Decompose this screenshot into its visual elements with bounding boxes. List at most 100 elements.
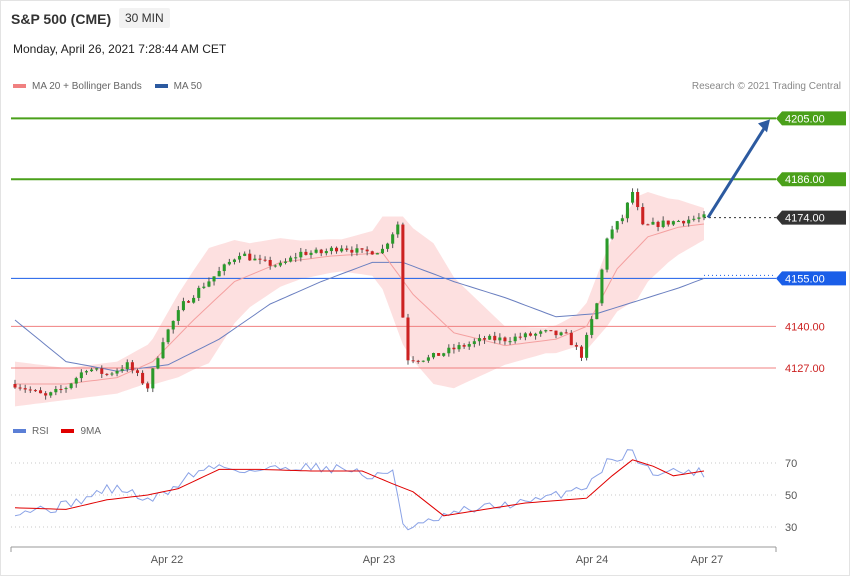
ma20-line <box>15 223 705 385</box>
forecast-arrow <box>706 124 768 219</box>
candle-body <box>437 353 441 356</box>
candle-body <box>181 301 185 311</box>
candle-body <box>156 358 160 369</box>
legend-item-9ma[interactable]: 9MA <box>61 426 101 437</box>
candle-body <box>120 369 124 371</box>
candle-body <box>44 393 48 396</box>
candle-body <box>304 251 308 255</box>
candle-body <box>258 258 262 260</box>
candle-body <box>355 248 359 253</box>
candle-body <box>416 360 420 362</box>
candle-body <box>314 249 318 253</box>
legend-item-ma20[interactable]: MA 20 + Bollinger Bands <box>13 81 142 92</box>
candle-body <box>166 329 170 343</box>
legend-label-9ma: 9MA <box>80 426 102 437</box>
candle-body <box>462 345 466 347</box>
candle-body <box>702 214 706 218</box>
candle-body <box>125 362 129 370</box>
candle-body <box>656 221 660 227</box>
candle-body <box>697 217 701 219</box>
candle-body <box>401 224 405 318</box>
candle-body <box>90 369 94 372</box>
candle-body <box>692 218 696 220</box>
forecast-arrowhead <box>758 119 770 133</box>
candle-body <box>283 261 288 263</box>
candle-body <box>69 383 73 389</box>
candle-body <box>590 319 594 335</box>
candle-body <box>232 259 236 262</box>
candle-body <box>513 336 517 342</box>
level-tag-1 <box>776 172 846 187</box>
candle-body <box>273 265 277 267</box>
candle-body <box>176 310 180 321</box>
x-tick-label: Apr 23 <box>363 554 395 566</box>
candle-body <box>212 276 216 282</box>
candle-body <box>661 220 665 227</box>
x-tick-label: Apr 22 <box>151 554 183 566</box>
legend-swatch-9ma <box>61 429 75 434</box>
level-tag-0 <box>776 111 846 126</box>
legend-label-ma50: MA 50 <box>173 81 202 92</box>
datetime-label: Monday, April 26, 2021 7:28:44 AM CET <box>13 42 227 56</box>
candle-body <box>636 191 640 208</box>
candle-body <box>539 331 543 334</box>
candle-body <box>13 384 17 388</box>
candle-body <box>59 389 63 391</box>
candle-body <box>559 332 563 336</box>
candle-body <box>493 335 497 341</box>
candle-body <box>442 353 446 356</box>
credit-text: Research © 2021 Trading Central <box>691 81 841 92</box>
candle-body <box>615 221 619 230</box>
legend-item-rsi[interactable]: RSI <box>13 426 49 437</box>
candle-body <box>350 249 354 253</box>
level-label-1: 4186.00 <box>785 174 825 186</box>
rsi-tick-30: 30 <box>785 522 797 534</box>
candle-body <box>268 260 272 266</box>
candle-body <box>243 253 247 256</box>
candle-body <box>682 220 686 224</box>
candle-body <box>554 330 558 336</box>
level-label-5: 4127.00 <box>785 363 825 375</box>
candle-body <box>528 333 533 336</box>
rsi-tick-70: 70 <box>785 458 797 470</box>
candle-body <box>605 238 609 270</box>
x-tick-label: Apr 24 <box>576 554 608 566</box>
candle-body <box>365 249 369 252</box>
candle-body <box>110 373 114 375</box>
candle-body <box>600 269 604 304</box>
candle-body <box>18 387 22 389</box>
legend-swatch-ma50 <box>154 84 168 89</box>
candle-body <box>457 345 461 350</box>
candle-body <box>130 362 134 371</box>
candle-body <box>498 337 502 341</box>
candle-body <box>186 301 191 303</box>
candle-body <box>146 383 150 389</box>
candle-body <box>299 251 303 258</box>
candle-body <box>375 253 379 255</box>
candle-body <box>319 249 323 254</box>
candle-body <box>248 253 252 261</box>
candle-body <box>207 281 211 287</box>
candle-body <box>263 259 267 261</box>
timeframe-button[interactable]: 30 MIN <box>119 8 170 28</box>
candle-body <box>64 388 68 390</box>
candle-body <box>171 320 175 330</box>
candle-body <box>411 360 415 362</box>
candle-body <box>671 221 675 225</box>
candle-body <box>23 388 27 390</box>
candle-body <box>324 251 328 254</box>
candle-body <box>631 191 635 203</box>
candle-body <box>141 372 145 384</box>
candle-body <box>105 373 109 375</box>
level-label-0: 4205.00 <box>785 113 825 125</box>
candle-body <box>335 247 339 252</box>
candle-body <box>646 224 650 226</box>
legend-label-ma20: MA 20 + Bollinger Bands <box>32 81 142 92</box>
candle-body <box>135 370 140 373</box>
candle-body <box>406 317 410 361</box>
bollinger-band <box>15 192 704 407</box>
legend-item-ma50[interactable]: MA 50 <box>154 81 202 92</box>
candle-body <box>518 336 522 338</box>
rsi-tick-50: 50 <box>785 490 797 502</box>
candle-body <box>625 202 629 219</box>
